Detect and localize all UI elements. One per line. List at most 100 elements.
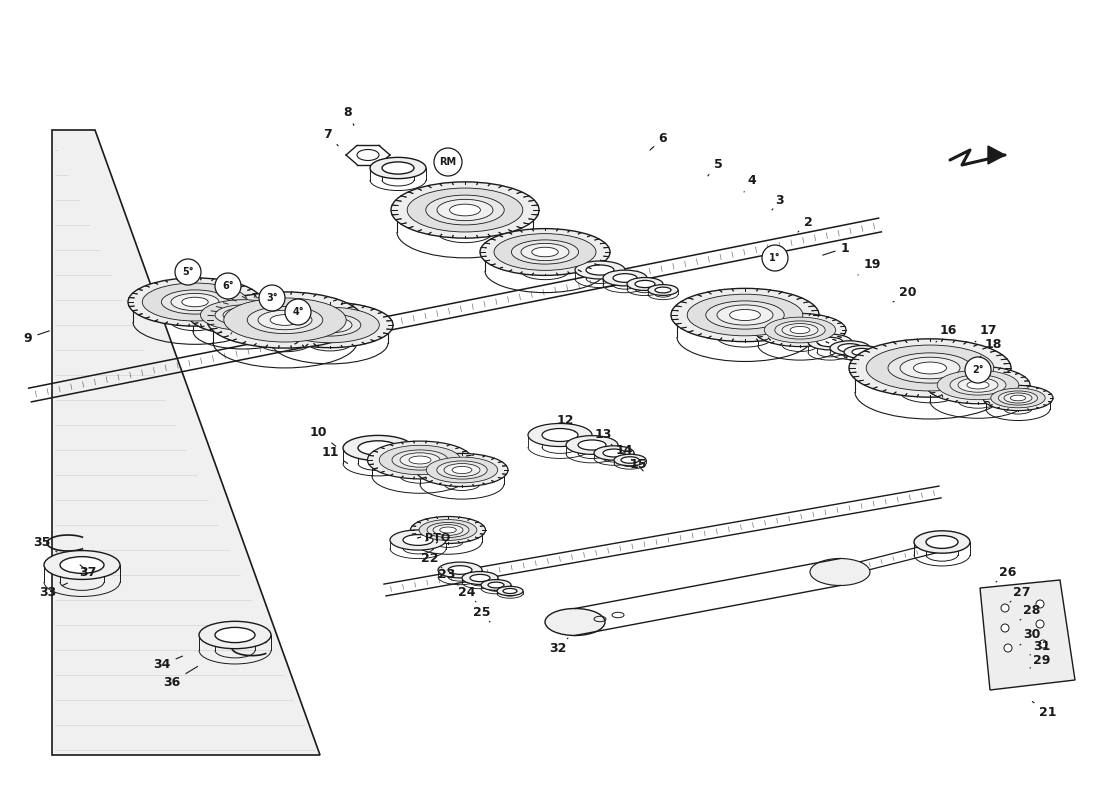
- Ellipse shape: [182, 298, 208, 306]
- Ellipse shape: [142, 283, 248, 321]
- Ellipse shape: [248, 306, 322, 334]
- Ellipse shape: [223, 308, 263, 322]
- Ellipse shape: [494, 234, 596, 270]
- Text: 32: 32: [549, 638, 568, 654]
- Ellipse shape: [403, 534, 433, 546]
- Ellipse shape: [512, 240, 579, 264]
- Text: 6°: 6°: [222, 281, 234, 291]
- Ellipse shape: [983, 386, 1053, 410]
- Ellipse shape: [452, 466, 472, 474]
- Ellipse shape: [852, 349, 872, 355]
- Ellipse shape: [258, 310, 312, 330]
- Ellipse shape: [214, 305, 271, 325]
- Ellipse shape: [433, 525, 463, 535]
- Text: 29: 29: [1030, 654, 1050, 668]
- Ellipse shape: [271, 314, 300, 326]
- Text: 17: 17: [975, 323, 997, 342]
- Ellipse shape: [654, 287, 671, 293]
- Text: 2°: 2°: [972, 365, 983, 375]
- Ellipse shape: [427, 522, 469, 538]
- Text: 28: 28: [1020, 603, 1041, 620]
- Text: 11: 11: [321, 446, 348, 463]
- Ellipse shape: [358, 441, 398, 455]
- Ellipse shape: [926, 536, 958, 549]
- Ellipse shape: [914, 531, 970, 554]
- Ellipse shape: [503, 589, 517, 594]
- Ellipse shape: [950, 375, 1006, 395]
- Text: 22: 22: [421, 551, 442, 568]
- Text: 37: 37: [79, 565, 97, 578]
- Text: 27: 27: [1010, 586, 1031, 602]
- Ellipse shape: [867, 345, 993, 391]
- Ellipse shape: [1010, 395, 1025, 401]
- Ellipse shape: [358, 150, 379, 161]
- Ellipse shape: [830, 341, 870, 355]
- Ellipse shape: [438, 562, 482, 578]
- Ellipse shape: [603, 449, 625, 457]
- Circle shape: [1004, 644, 1012, 652]
- Ellipse shape: [497, 586, 522, 596]
- Ellipse shape: [444, 463, 480, 477]
- Ellipse shape: [162, 290, 229, 314]
- Ellipse shape: [575, 261, 625, 279]
- Circle shape: [258, 285, 285, 311]
- Ellipse shape: [531, 247, 558, 257]
- Text: 36: 36: [164, 666, 198, 689]
- Ellipse shape: [214, 627, 255, 642]
- Ellipse shape: [450, 204, 481, 216]
- Circle shape: [965, 357, 991, 383]
- Ellipse shape: [410, 517, 485, 543]
- Ellipse shape: [849, 339, 1011, 397]
- Ellipse shape: [170, 294, 219, 310]
- Ellipse shape: [44, 550, 120, 579]
- Circle shape: [434, 148, 462, 176]
- Ellipse shape: [188, 295, 297, 334]
- Text: 1°: 1°: [769, 253, 781, 263]
- Text: 12: 12: [557, 414, 575, 432]
- Ellipse shape: [409, 456, 431, 464]
- Ellipse shape: [913, 362, 946, 374]
- Text: 8: 8: [343, 106, 354, 126]
- Ellipse shape: [343, 435, 412, 461]
- Text: 3: 3: [772, 194, 784, 210]
- Ellipse shape: [603, 270, 647, 286]
- Ellipse shape: [416, 454, 508, 486]
- Ellipse shape: [900, 357, 960, 379]
- Ellipse shape: [999, 391, 1037, 405]
- Text: 23: 23: [438, 569, 458, 585]
- Ellipse shape: [614, 454, 646, 466]
- Circle shape: [1040, 640, 1047, 648]
- Ellipse shape: [671, 288, 820, 342]
- Ellipse shape: [937, 370, 1019, 400]
- Ellipse shape: [448, 566, 472, 574]
- Ellipse shape: [440, 527, 456, 533]
- Ellipse shape: [578, 440, 606, 450]
- Text: 31: 31: [1030, 641, 1050, 655]
- Ellipse shape: [613, 274, 637, 282]
- Text: PTO: PTO: [426, 533, 451, 543]
- Ellipse shape: [754, 314, 846, 346]
- Ellipse shape: [280, 307, 380, 342]
- Text: 5°: 5°: [183, 267, 194, 277]
- Text: 4: 4: [744, 174, 757, 192]
- Text: 33: 33: [40, 583, 67, 598]
- Text: 30: 30: [1020, 629, 1041, 645]
- Polygon shape: [988, 146, 1005, 164]
- Ellipse shape: [400, 453, 440, 467]
- Ellipse shape: [790, 326, 810, 334]
- Ellipse shape: [967, 381, 989, 389]
- Ellipse shape: [232, 311, 254, 319]
- Ellipse shape: [437, 199, 493, 221]
- Ellipse shape: [470, 574, 490, 582]
- Ellipse shape: [810, 558, 870, 586]
- Ellipse shape: [764, 317, 836, 343]
- Ellipse shape: [199, 622, 271, 649]
- Ellipse shape: [958, 378, 998, 392]
- Ellipse shape: [481, 579, 512, 590]
- Ellipse shape: [318, 321, 342, 330]
- Polygon shape: [980, 580, 1075, 690]
- Ellipse shape: [390, 530, 446, 550]
- Ellipse shape: [207, 292, 363, 348]
- Ellipse shape: [594, 446, 634, 460]
- Text: 16: 16: [936, 323, 957, 342]
